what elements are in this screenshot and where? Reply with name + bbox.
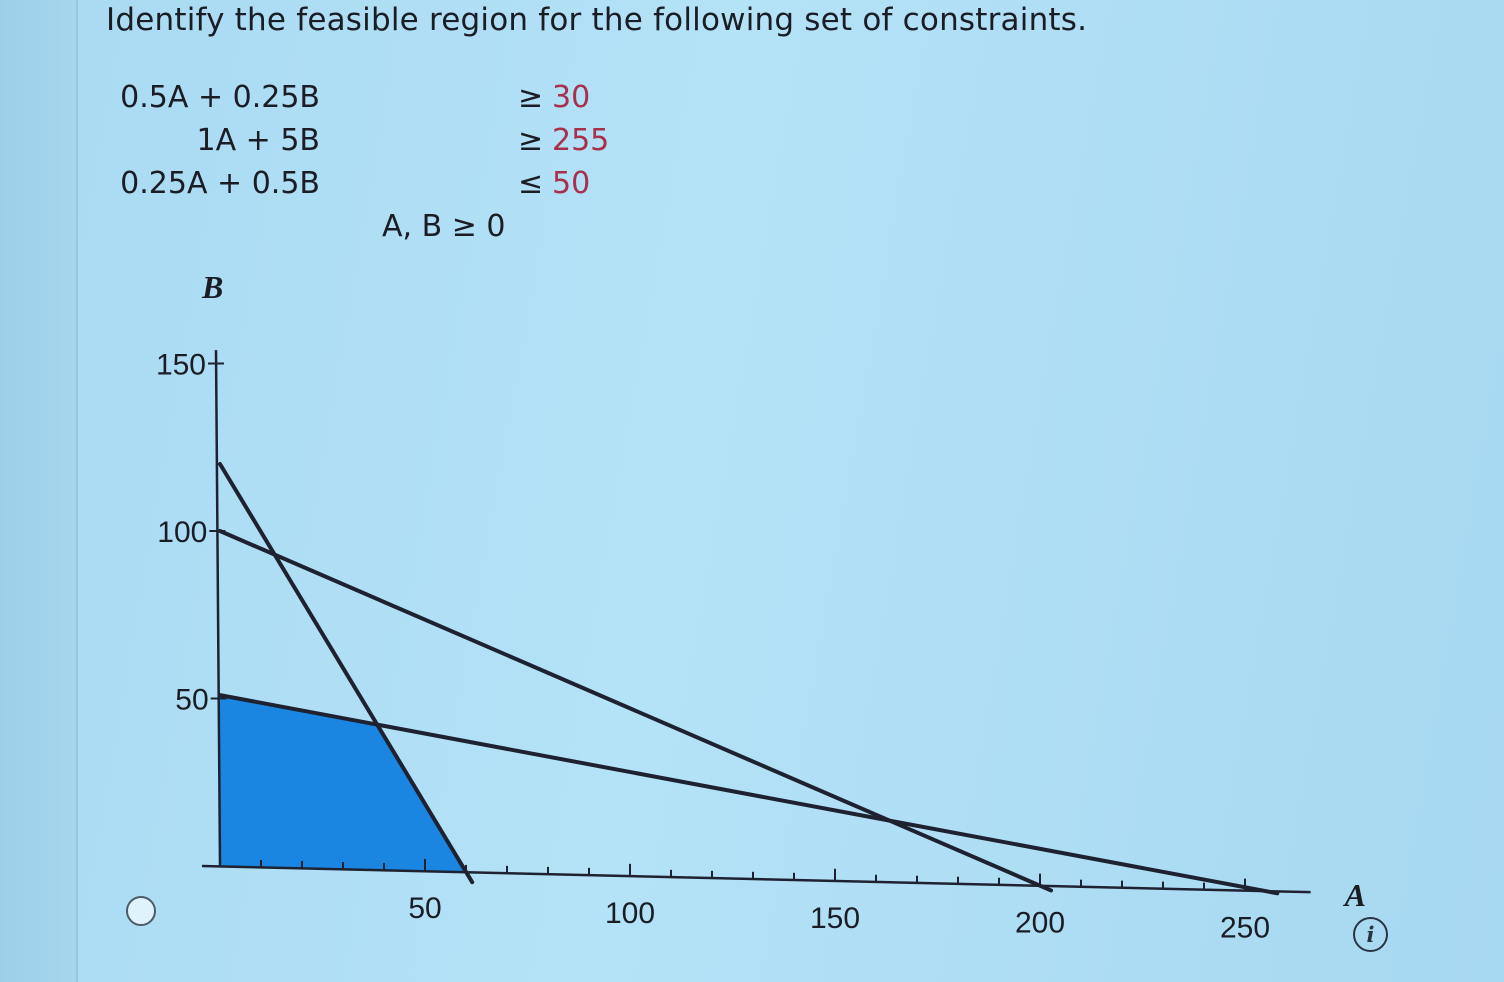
- constraint-row-1: 0.5A + 0.25B ≥ 30: [120, 80, 660, 120]
- constraint-2-rhs: 255: [552, 123, 610, 158]
- answer-radio-button[interactable]: [126, 896, 156, 926]
- constraint-3-lhs: 0.25A + 0.5B: [120, 166, 320, 201]
- constraint-lines: [218, 462, 1280, 896]
- shaded-feasible-region: [220, 695, 466, 872]
- nonnegativity-constraint: A, B ≥ 0: [382, 209, 506, 244]
- y-axis-ticks: 50 100 150: [156, 349, 227, 717]
- x-axis-label: A: [1343, 877, 1366, 913]
- chart-axes: [201, 350, 1311, 894]
- constraint-1-rhs: 30: [552, 80, 591, 115]
- constraint-line-1: [218, 462, 475, 885]
- page-edge: [0, 0, 78, 982]
- constraint-1-lhs: 0.5A + 0.25B: [120, 80, 320, 115]
- constraint-row-3: 0.25A + 0.5B ≤ 50: [120, 166, 660, 206]
- x-axis-ticks: 50 100 150 200 250: [260, 858, 1270, 945]
- x-tick-label: 250: [1220, 912, 1270, 945]
- constraint-line-3: [218, 693, 1280, 896]
- x-tick-label: 50: [408, 892, 441, 925]
- constraint-row-2: 1A + 5B ≥ 255: [196, 123, 660, 163]
- constraint-2-operator: ≥: [518, 123, 544, 158]
- constraint-line-2: [218, 529, 1054, 893]
- x-tick-label: 200: [1015, 907, 1065, 940]
- constraint-1-operator: ≥: [518, 80, 544, 115]
- constraint-row-nonneg: A, B ≥ 0: [200, 209, 660, 249]
- constraint-3-rhs: 50: [552, 166, 591, 201]
- y-tick-label: 50: [175, 684, 208, 717]
- constraint-2-lhs: 1A + 5B: [196, 123, 321, 158]
- question-prompt: Identify the feasible region for the fol…: [106, 2, 1088, 38]
- y-axis-label: B: [201, 269, 223, 305]
- y-axis: [214, 350, 222, 867]
- constraint-3-operator: ≤: [518, 166, 544, 201]
- x-tick-label: 150: [810, 902, 860, 935]
- y-tick-label: 150: [156, 349, 206, 382]
- y-tick-label: 100: [157, 516, 207, 549]
- info-icon[interactable]: i: [1353, 917, 1388, 952]
- x-tick-label: 100: [605, 897, 655, 930]
- x-axis: [201, 864, 1311, 894]
